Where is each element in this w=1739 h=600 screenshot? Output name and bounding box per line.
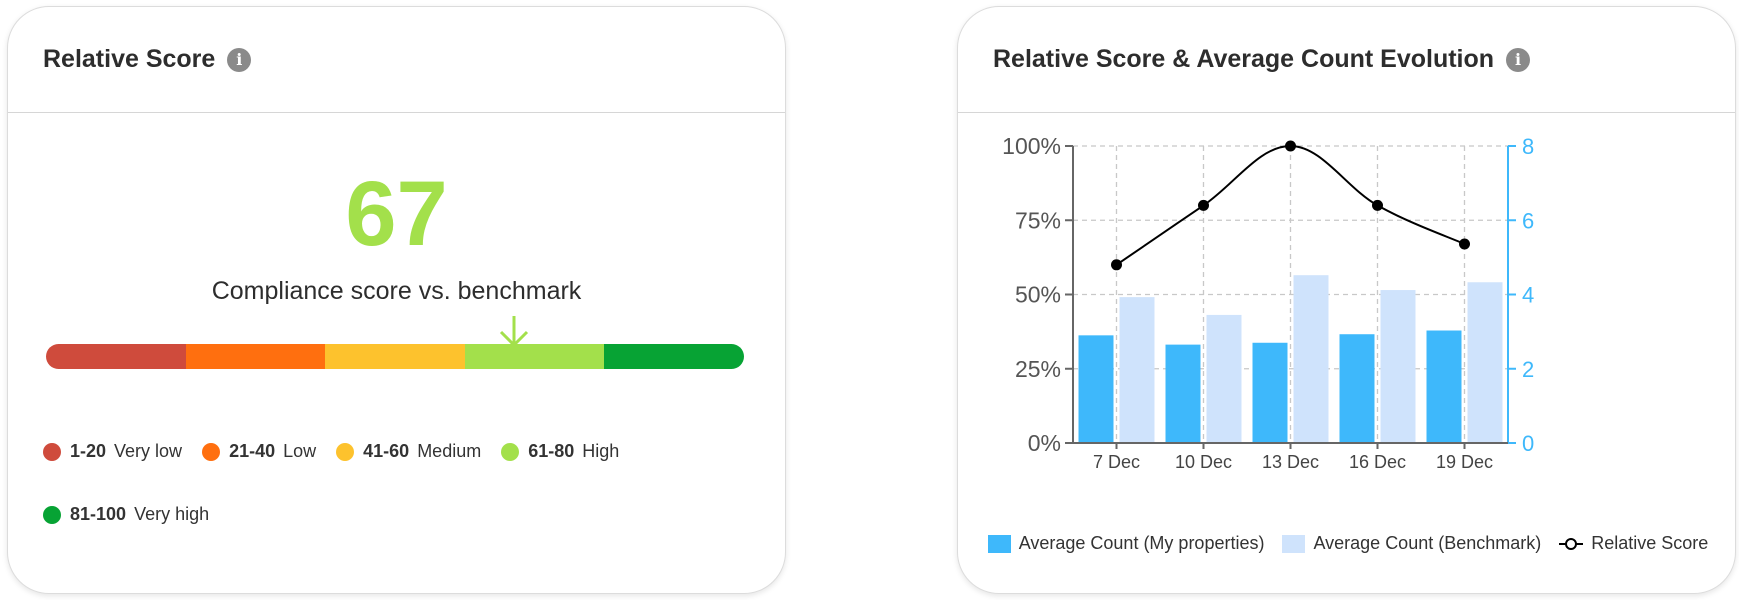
legend-dot-icon xyxy=(202,442,221,461)
legend-label: Low xyxy=(283,441,317,461)
score-legend: 1-20 Very low 21-40 Low 41-60 Medium 61-80 High… xyxy=(43,440,763,526)
bar-my-properties xyxy=(1339,334,1375,443)
bar-my-properties xyxy=(1426,330,1462,443)
y-tick-label-right: 8 xyxy=(1522,134,1534,159)
legend-label: Medium xyxy=(417,441,482,461)
x-tick-label: 16 Dec xyxy=(1349,452,1406,472)
score-caption: Compliance score vs. benchmark xyxy=(211,277,582,305)
y-tick-label-right: 2 xyxy=(1522,357,1534,382)
info-icon[interactable]: i xyxy=(227,47,252,72)
bar-benchmark xyxy=(1206,314,1242,443)
legend-dot-icon xyxy=(336,442,355,461)
bar-my-properties xyxy=(1252,342,1288,443)
y-tick-label-left: 75% xyxy=(1015,207,1061,233)
legend-label: Relative Score xyxy=(1591,533,1709,553)
legend-range: 41-60 xyxy=(363,441,410,461)
card-title: Relative Score & Average Count Evolution xyxy=(993,45,1495,73)
relative-score-card: Relative Score i 67 Compliance score vs.… xyxy=(7,6,786,594)
bar-my-properties xyxy=(1078,335,1114,443)
bar-benchmark xyxy=(1119,297,1155,443)
legend-dot-icon xyxy=(43,442,61,461)
x-tick-label: 13 Dec xyxy=(1262,452,1319,472)
legend-label: High xyxy=(582,441,620,461)
y-tick-label-right: 6 xyxy=(1522,208,1534,233)
legend-item: 41-60 Medium xyxy=(336,440,481,463)
chart-legend: Average Count (My properties) Average Co… xyxy=(978,533,1718,554)
bar-my-properties xyxy=(1165,344,1201,443)
relative-score-point xyxy=(1372,199,1383,211)
legend-swatch xyxy=(987,534,1011,553)
y-tick-label-right: 0 xyxy=(1522,431,1534,456)
legend-item-my-properties[interactable]: Average Count (My properties) xyxy=(987,533,1265,554)
legend-label: Average Count (Benchmark) xyxy=(1313,533,1542,553)
legend-range: 1-20 xyxy=(70,441,107,461)
card-header: Relative Score & Average Count Evolution… xyxy=(958,7,1735,113)
legend-item-benchmark[interactable]: Average Count (Benchmark) xyxy=(1282,533,1541,554)
card-title: Relative Score xyxy=(43,45,216,73)
gauge-segment xyxy=(185,344,326,369)
legend-range: 21-40 xyxy=(229,441,276,461)
relative-score-point xyxy=(1111,259,1122,271)
bar-benchmark xyxy=(1293,275,1329,443)
y-tick-label-left: 100% xyxy=(1002,133,1061,159)
score-gauge-bar xyxy=(46,344,744,369)
bar-benchmark xyxy=(1380,290,1416,443)
legend-label: Very low xyxy=(114,441,183,461)
y-tick-label-left: 50% xyxy=(1015,282,1061,308)
legend-item: 61-80 High xyxy=(501,440,619,463)
gauge-segment xyxy=(325,344,465,369)
evolution-chart: 0% 25% 50% 75% 100% 0 2 4 6 8 7 Dec 10 Dec 13 Dec 16 … xyxy=(1002,133,1534,472)
evolution-chart-card: Relative Score & Average Count Evolution… xyxy=(957,6,1736,594)
legend-dot-icon xyxy=(43,505,61,524)
y-tick-label-right: 4 xyxy=(1522,283,1534,308)
legend-range: 61-80 xyxy=(528,441,575,461)
bar-benchmark xyxy=(1467,282,1503,443)
gauge-segment xyxy=(604,344,744,369)
legend-swatch xyxy=(1282,534,1306,553)
relative-score-point xyxy=(1285,140,1296,152)
gauge-segment xyxy=(46,344,186,369)
legend-label: Very high xyxy=(134,504,210,524)
legend-line-marker-icon xyxy=(1559,537,1584,550)
x-tick-label: 10 Dec xyxy=(1175,452,1232,472)
y-tick-label-left: 0% xyxy=(1028,430,1061,456)
x-tick-label: 19 Dec xyxy=(1436,452,1493,472)
legend-item: 81-100 Very high xyxy=(43,503,209,526)
legend-item: 1-20 Very low xyxy=(43,440,182,463)
x-tick-label: 7 Dec xyxy=(1093,452,1140,472)
score-pointer-arrow-icon xyxy=(499,316,528,348)
y-tick-label-left: 25% xyxy=(1015,356,1061,382)
relative-score-point xyxy=(1459,238,1470,250)
info-icon[interactable]: i xyxy=(1506,47,1531,72)
card-header: Relative Score i xyxy=(8,7,785,113)
legend-item: 21-40 Low xyxy=(202,440,316,463)
legend-item-relative-score[interactable]: Relative Score xyxy=(1559,533,1708,554)
legend-range: 81-100 xyxy=(70,504,127,524)
legend-dot-icon xyxy=(501,442,520,461)
gauge-segment xyxy=(464,344,605,369)
relative-score-point xyxy=(1198,199,1209,211)
legend-label: Average Count (My properties) xyxy=(1018,533,1265,553)
score-value: 67 xyxy=(345,163,448,265)
